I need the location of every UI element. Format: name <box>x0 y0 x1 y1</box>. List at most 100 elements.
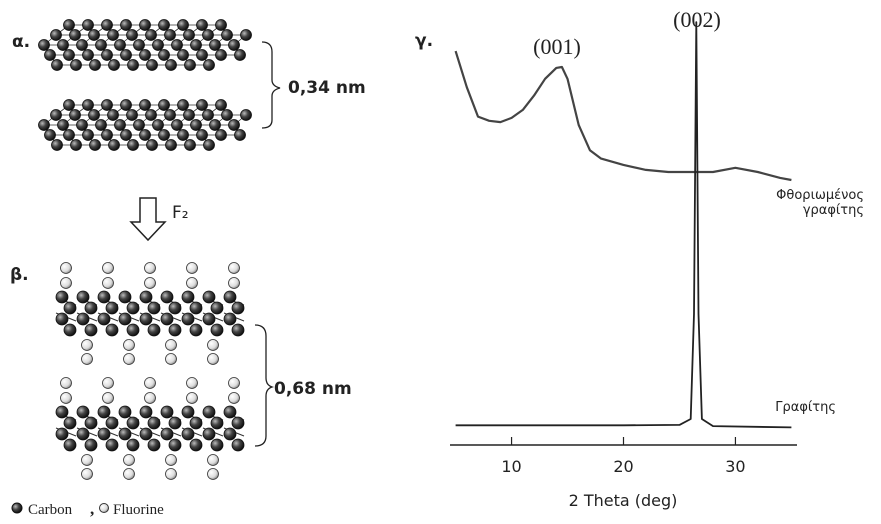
x-tick-label: 20 <box>613 457 633 476</box>
fluorine-atom <box>60 277 72 289</box>
carbon-atom <box>63 301 77 315</box>
carbon-atom <box>181 312 195 326</box>
carbon-atom <box>139 290 153 304</box>
fluorine-atom <box>81 353 93 365</box>
carbon-atom <box>105 416 119 430</box>
carbon-atom <box>118 427 132 441</box>
carbon-atom <box>223 290 237 304</box>
carbon-atom <box>190 39 202 51</box>
fluorine-atom <box>123 339 135 351</box>
carbon-atom <box>171 39 183 51</box>
carbon-atom <box>63 49 75 61</box>
carbon-atom <box>70 59 82 71</box>
carbon-atom <box>97 405 111 419</box>
carbon-atom <box>158 19 170 31</box>
carbon-atom <box>228 39 240 51</box>
carbon-atom <box>210 438 224 452</box>
carbon-atom <box>202 405 216 419</box>
x-tick-label: 10 <box>501 457 521 476</box>
carbon-atom <box>183 29 195 41</box>
carbon-atom <box>231 438 245 452</box>
carbon-atom <box>89 139 101 151</box>
carbon-atom <box>189 323 203 337</box>
carbon-atom <box>76 405 90 419</box>
fluorine-atom <box>186 392 198 404</box>
fluorine-atom <box>186 277 198 289</box>
fluorine-atom <box>207 339 219 351</box>
carbon-atom <box>177 129 189 141</box>
panel-label: α. <box>12 32 30 52</box>
carbon-atom <box>76 312 90 326</box>
fluorine-atom <box>81 468 93 480</box>
carbon-atom <box>231 416 245 430</box>
carbon-atom <box>223 427 237 441</box>
x-axis-label: 2 Theta (deg) <box>569 491 678 510</box>
fluorine-atom <box>60 262 72 274</box>
carbon-atom <box>63 129 75 141</box>
carbon-atom <box>107 109 119 121</box>
carbon-atom <box>202 427 216 441</box>
carbon-atom <box>164 29 176 41</box>
legend-marker <box>11 502 23 514</box>
annotation: (001) <box>533 34 581 59</box>
carbon-atom <box>82 129 94 141</box>
carbon-atom <box>215 129 227 141</box>
carbon-atom <box>55 427 69 441</box>
carbon-atom <box>177 99 189 111</box>
carbon-atom <box>145 109 157 121</box>
carbon-atom <box>63 416 77 430</box>
fluorine-atom <box>144 262 156 274</box>
carbon-atom <box>165 59 177 71</box>
carbon-atom <box>44 129 56 141</box>
carbon-atom <box>146 139 158 151</box>
carbon-atom <box>88 109 100 121</box>
carbon-atom <box>97 427 111 441</box>
carbon-atom <box>168 438 182 452</box>
fluorine-atom <box>102 377 114 389</box>
carbon-atom <box>95 39 107 51</box>
carbon-atom <box>203 139 215 151</box>
carbon-atom <box>95 119 107 131</box>
legend-marker <box>99 503 109 513</box>
carbon-atom <box>82 49 94 61</box>
carbon-atom <box>84 438 98 452</box>
carbon-atom <box>82 99 94 111</box>
carbon-atom <box>196 99 208 111</box>
carbon-atom <box>127 59 139 71</box>
bracket <box>261 41 281 129</box>
legend-label: Carbon <box>28 502 73 518</box>
fluorine-atom <box>81 454 93 466</box>
fluorine-atom <box>102 277 114 289</box>
fluorine-atom <box>60 392 72 404</box>
fluorine-atom <box>228 392 240 404</box>
carbon-atom <box>171 119 183 131</box>
fluorine-atom <box>207 353 219 365</box>
carbon-atom <box>76 119 88 131</box>
carbon-atom <box>38 39 50 51</box>
carbon-atom <box>160 427 174 441</box>
carbon-atom <box>223 312 237 326</box>
carbon-atom <box>202 290 216 304</box>
carbon-atom <box>55 290 69 304</box>
fluorine-atom <box>165 353 177 365</box>
carbon-atom <box>133 39 145 51</box>
carbon-atom <box>152 39 164 51</box>
carbon-atom <box>120 99 132 111</box>
carbon-atom <box>63 99 75 111</box>
carbon-atom <box>120 49 132 61</box>
carbon-atom <box>139 99 151 111</box>
fluorine-atom <box>228 277 240 289</box>
series-label: Γραφίτης <box>775 400 836 415</box>
carbon-atom <box>120 19 132 31</box>
fluorine-atom <box>60 377 72 389</box>
carbon-atom <box>114 39 126 51</box>
carbon-atom <box>209 39 221 51</box>
carbon-atom <box>221 29 233 41</box>
carbon-atom <box>147 301 161 315</box>
series-line <box>455 21 792 429</box>
carbon-atom <box>69 109 81 121</box>
carbon-atom <box>84 301 98 315</box>
carbon-atom <box>184 139 196 151</box>
fluorine-atom <box>186 262 198 274</box>
carbon-atom <box>189 416 203 430</box>
